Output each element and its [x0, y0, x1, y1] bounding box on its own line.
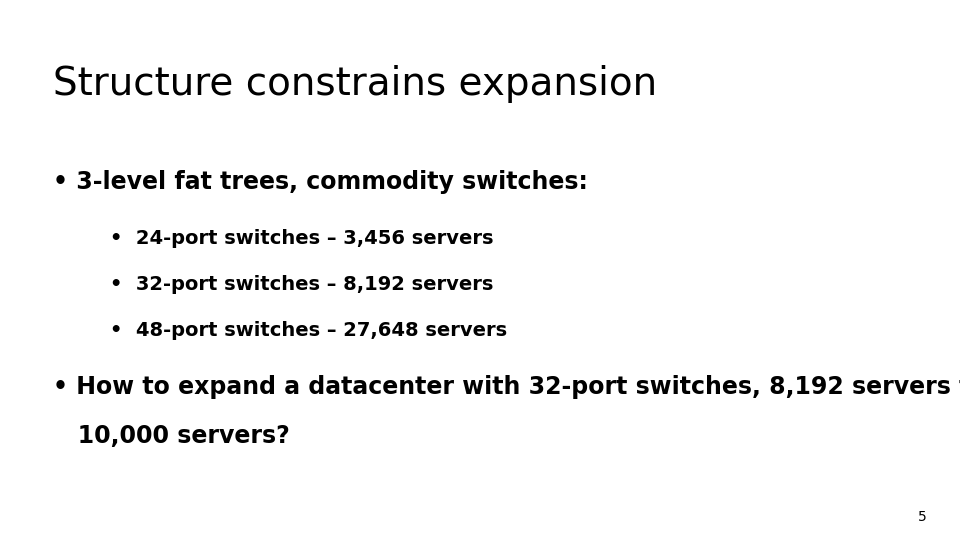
Text: •  32-port switches – 8,192 servers: • 32-port switches – 8,192 servers	[110, 275, 493, 294]
Text: • How to expand a datacenter with 32-port switches, 8,192 servers to: • How to expand a datacenter with 32-por…	[53, 375, 960, 399]
Text: 5: 5	[918, 510, 926, 524]
Text: •  24-port switches – 3,456 servers: • 24-port switches – 3,456 servers	[110, 230, 493, 248]
Text: • 3-level fat trees, commodity switches:: • 3-level fat trees, commodity switches:	[53, 170, 588, 194]
Text: 10,000 servers?: 10,000 servers?	[53, 424, 290, 448]
Text: Structure constrains expansion: Structure constrains expansion	[53, 65, 657, 103]
Text: •  48-port switches – 27,648 servers: • 48-port switches – 27,648 servers	[110, 321, 508, 340]
